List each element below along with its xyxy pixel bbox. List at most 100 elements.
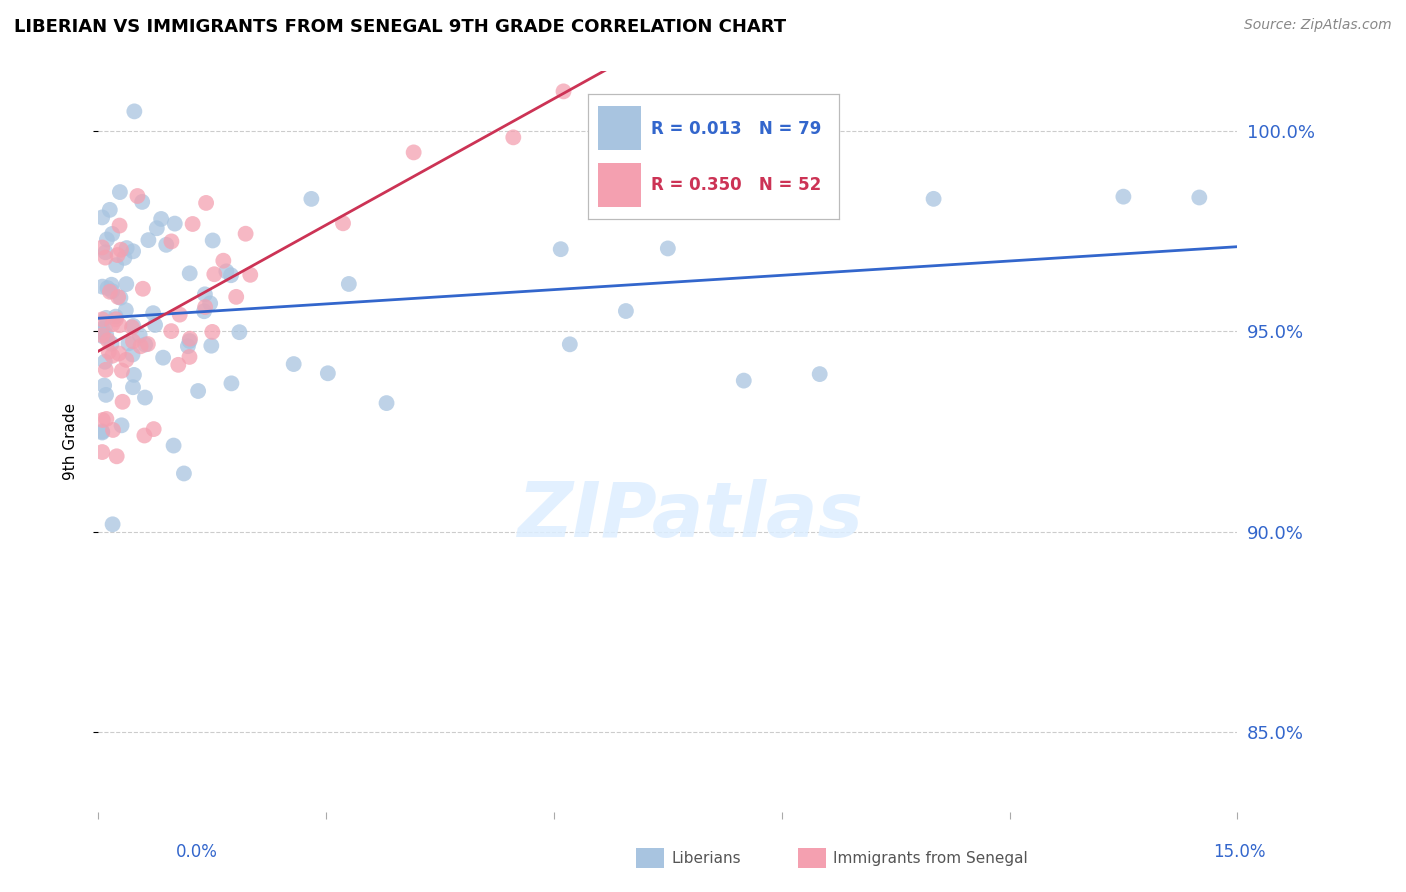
Point (91, 211, 114, 225)
Point (91, 279, 114, 293)
Point (657, 242, 679, 256)
Point (124, 104, 146, 119)
Point (98, 285, 121, 299)
Point (108, 185, 131, 199)
Text: 15.0%: 15.0% (1213, 843, 1265, 861)
Point (105, 258, 128, 272)
Point (91, 425, 114, 440)
Point (122, 334, 145, 349)
Point (402, 145, 425, 160)
Point (122, 368, 145, 382)
Point (91, 413, 114, 427)
Point (219, 268, 242, 283)
Point (108, 346, 131, 360)
Point (198, 296, 221, 310)
Point (200, 339, 222, 353)
Point (105, 450, 128, 464)
Point (212, 253, 235, 268)
Point (502, 130, 524, 145)
Point (91, 322, 114, 336)
Text: Immigrants from Senegal: Immigrants from Senegal (832, 851, 1028, 865)
Point (375, 396, 398, 410)
Point (117, 336, 139, 351)
Point (181, 217, 204, 231)
Point (225, 290, 247, 304)
Point (138, 233, 160, 247)
Point (194, 300, 217, 314)
Point (152, 351, 174, 365)
Point (179, 350, 201, 364)
Point (91, 328, 114, 343)
Point (94, 245, 117, 260)
Point (94, 310, 117, 325)
Point (91, 312, 114, 326)
Point (101, 227, 124, 241)
Point (101, 423, 124, 437)
Point (201, 325, 224, 339)
Point (121, 320, 143, 334)
Point (558, 337, 581, 351)
Point (179, 266, 201, 280)
Point (101, 284, 124, 298)
Point (104, 312, 127, 326)
Point (91, 240, 114, 254)
Point (215, 264, 238, 278)
Point (146, 221, 169, 235)
Y-axis label: 9th Grade: 9th Grade (63, 403, 77, 480)
Text: 0.0%: 0.0% (176, 843, 218, 861)
Point (115, 352, 138, 367)
Point (107, 248, 129, 262)
Point (93, 378, 115, 392)
Point (128, 328, 150, 343)
Point (142, 422, 165, 436)
Point (169, 308, 191, 322)
Point (187, 384, 209, 398)
Text: LIBERIAN VS IMMIGRANTS FROM SENEGAL 9TH GRADE CORRELATION CHART: LIBERIAN VS IMMIGRANTS FROM SENEGAL 9TH … (14, 18, 786, 36)
Point (100, 336, 122, 351)
Point (202, 267, 225, 281)
Point (162, 439, 184, 453)
Point (94, 363, 117, 377)
Point (129, 339, 152, 353)
Point (299, 192, 322, 206)
Point (179, 334, 201, 348)
Point (173, 467, 195, 481)
Point (101, 317, 124, 331)
Point (194, 287, 217, 301)
Point (94, 321, 117, 335)
Point (101, 517, 124, 532)
Point (97, 344, 120, 359)
Point (94, 251, 117, 265)
Point (111, 363, 134, 377)
Point (177, 339, 200, 353)
Text: ZIPatlas: ZIPatlas (517, 479, 863, 552)
Point (111, 394, 134, 409)
Point (114, 303, 136, 318)
Point (127, 189, 149, 203)
Point (96, 281, 118, 295)
Point (132, 282, 155, 296)
Point (195, 195, 218, 210)
Point (115, 241, 138, 255)
Point (91, 445, 114, 459)
Point (96, 232, 118, 246)
Point (337, 277, 360, 291)
Point (808, 367, 831, 381)
Point (221, 376, 243, 391)
Point (201, 234, 224, 248)
Point (163, 217, 186, 231)
Point (228, 325, 250, 339)
Point (235, 227, 257, 241)
Point (110, 418, 132, 433)
Point (104, 310, 127, 324)
Point (107, 290, 129, 304)
Point (1112, 189, 1135, 203)
Point (614, 304, 637, 318)
Point (91, 326, 114, 340)
Point (143, 318, 166, 332)
Point (108, 219, 131, 233)
Point (94, 388, 117, 402)
Point (110, 291, 132, 305)
Point (122, 380, 145, 394)
Point (134, 391, 156, 405)
